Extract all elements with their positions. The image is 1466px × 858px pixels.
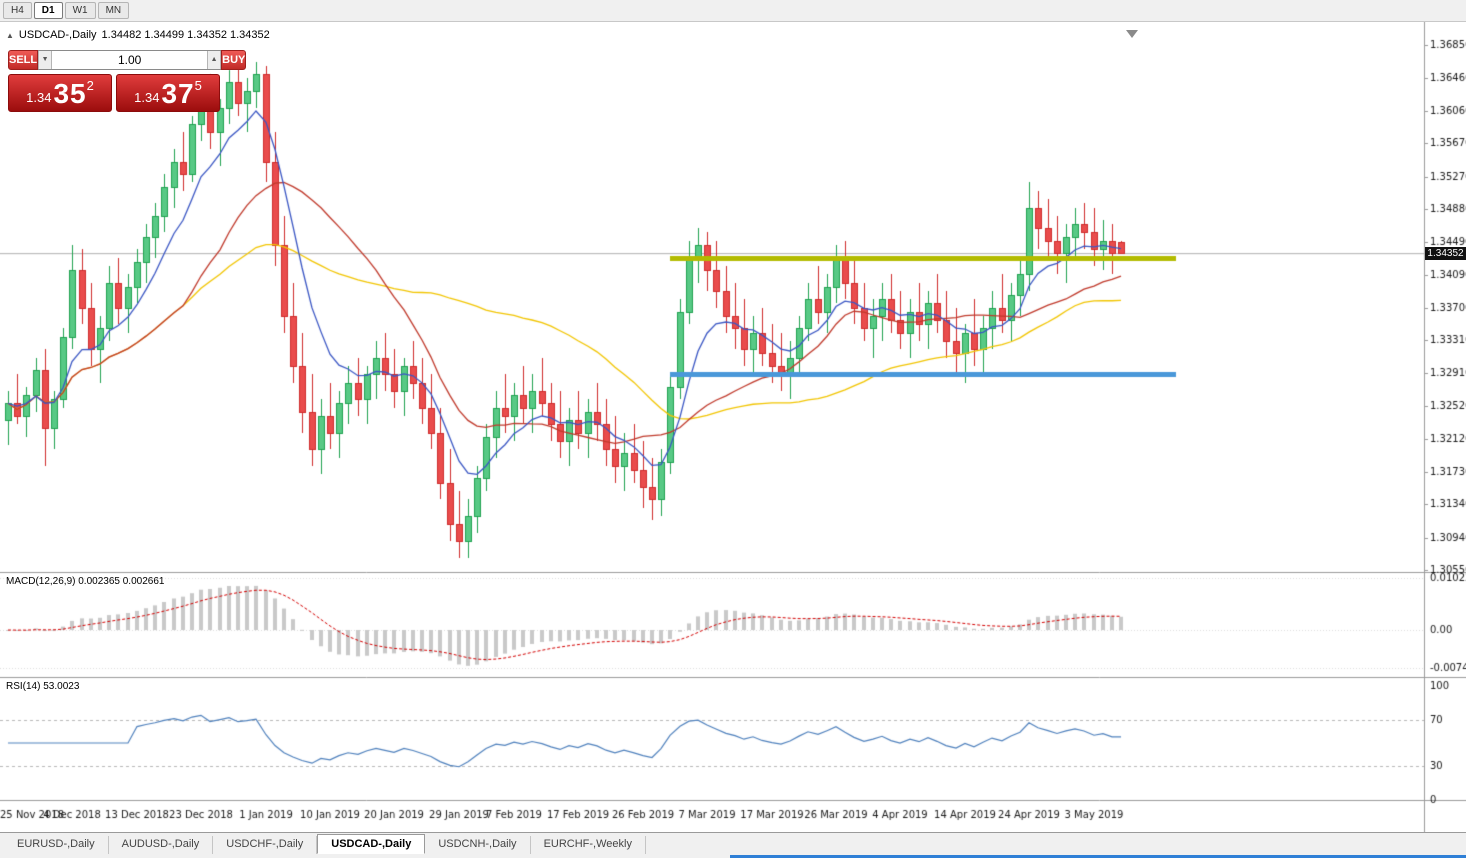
timeframe-tab-h4[interactable]: H4 bbox=[3, 2, 32, 19]
chart-tab-usdchf[interactable]: USDCHF-,Daily bbox=[213, 836, 318, 854]
buy-price-sup: 5 bbox=[194, 78, 202, 93]
price-chart-canvas[interactable] bbox=[0, 22, 1466, 832]
chart-tabs-bar: EURUSD-,Daily AUDUSD-,Daily USDCHF-,Daily U… bbox=[0, 832, 1466, 854]
timeframe-tab-mn[interactable]: MN bbox=[97, 2, 130, 19]
buy-price-prefix: 1.34 bbox=[134, 90, 160, 105]
chart-tab-eurusd[interactable]: EURUSD-,Daily bbox=[4, 836, 109, 854]
timeframe-tab-w1[interactable]: W1 bbox=[64, 2, 96, 19]
chart-symbol-header: ▲ USDCAD-,Daily 1.34482 1.34499 1.34352 … bbox=[6, 29, 270, 41]
volume-group: ▼ ▲ bbox=[38, 50, 222, 70]
scroll-to-end-icon[interactable] bbox=[1126, 30, 1138, 38]
volume-decrease-button[interactable]: ▼ bbox=[38, 51, 53, 69]
sell-price-button[interactable]: 1.34 35 2 bbox=[8, 74, 112, 112]
taskbar-edge-highlight bbox=[730, 855, 1466, 858]
chart-tab-usdcad[interactable]: USDCAD-,Daily bbox=[317, 834, 426, 854]
rsi-label: RSI(14) 53.0023 bbox=[6, 681, 80, 692]
chart-tab-audusd[interactable]: AUDUSD-,Daily bbox=[109, 836, 214, 854]
chart-tab-eurchf[interactable]: EURCHF-,Weekly bbox=[531, 836, 646, 854]
sell-price-sup: 2 bbox=[86, 78, 94, 93]
taskbar-edge bbox=[0, 854, 1466, 858]
buy-button[interactable]: BUY bbox=[221, 50, 247, 70]
macd-label: MACD(12,26,9) 0.002365 0.002661 bbox=[6, 576, 165, 587]
ohlc-values: 1.34482 1.34499 1.34352 1.34352 bbox=[101, 29, 270, 41]
timeframe-tab-d1[interactable]: D1 bbox=[33, 2, 63, 19]
collapse-one-click-icon[interactable]: ▲ bbox=[6, 30, 14, 40]
volume-increase-button[interactable]: ▲ bbox=[207, 51, 222, 69]
chart-window: ▲ USDCAD-,Daily 1.34482 1.34499 1.34352 … bbox=[0, 22, 1466, 832]
timeframe-toolbar: H4 D1 W1 MN bbox=[0, 0, 1466, 22]
buy-price-main: 37 bbox=[161, 78, 195, 109]
sell-price-prefix: 1.34 bbox=[26, 90, 52, 105]
chart-tab-usdcnh[interactable]: USDCNH-,Daily bbox=[425, 836, 531, 854]
one-click-trading-panel: SELL ▼ ▲ BUY 1.34 35 2 1.34 37 5 bbox=[8, 50, 247, 112]
symbol-period-label: USDCAD-,Daily bbox=[18, 29, 97, 41]
buy-price-button[interactable]: 1.34 37 5 bbox=[116, 74, 220, 112]
sell-button[interactable]: SELL bbox=[8, 50, 39, 70]
sell-price-main: 35 bbox=[53, 78, 87, 109]
current-price-tag: 1.34352 bbox=[1425, 247, 1466, 260]
volume-input[interactable] bbox=[52, 51, 208, 69]
